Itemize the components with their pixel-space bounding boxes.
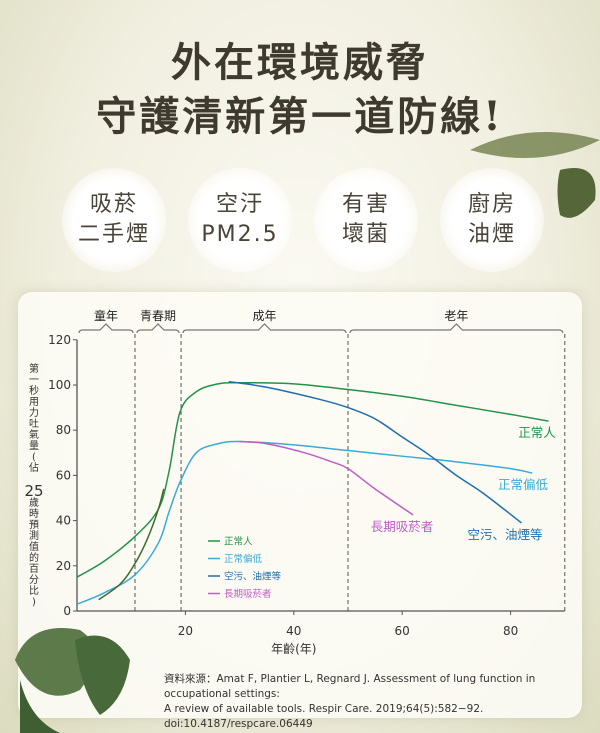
x-axis-label: 年齡(年) — [271, 642, 316, 656]
y-axis-label-char: 預 — [29, 519, 39, 531]
y-axis-label-char: 一 — [29, 375, 39, 386]
y-axis-label-char: 百 — [29, 563, 39, 575]
y-tick-label: 20 — [56, 559, 71, 573]
source-citation: 資料來源：Amat F, Plantier L, Regnard J. Asse… — [164, 672, 600, 732]
stage-label: 童年 — [94, 308, 118, 323]
y-axis-label-char: ) — [32, 597, 36, 608]
stage-label: 老年 — [444, 309, 468, 323]
legend-label: 長期吸菸者 — [224, 588, 272, 600]
leaf-icon — [470, 132, 600, 218]
y-axis-label-char: 秒 — [29, 384, 39, 397]
legend-label: 空污、油煙等 — [224, 571, 282, 583]
y-axis-label-char: 歲 — [29, 496, 39, 509]
title-line-2: 守護清新第一道防線! — [96, 93, 504, 140]
threat-label: 有害 — [341, 192, 390, 217]
series-line — [239, 440, 414, 516]
series-line — [76, 440, 533, 605]
series-line — [228, 380, 522, 524]
x-tick-label: 80 — [503, 624, 518, 638]
threat-pm25: 空汙 PM2.5 — [188, 168, 292, 272]
series-end-label: 空污、油煙等 — [467, 527, 542, 542]
y-axis-label-char: 用 — [29, 397, 39, 408]
y-axis-label-char: 時 — [29, 508, 39, 520]
y-axis-label-char: ( — [32, 452, 36, 463]
y-tick-label: 40 — [56, 514, 71, 528]
y-axis-label-char: 第 — [29, 362, 39, 375]
y-axis-label-char: 值 — [29, 540, 39, 553]
y-axis-label-char: 的 — [29, 551, 39, 564]
y-tick-label: 0 — [63, 604, 71, 618]
threat-label: 壞菌 — [341, 222, 390, 247]
threat-label: 廚房 — [467, 192, 516, 217]
title-line-1: 外在環境威脅 — [171, 39, 429, 86]
x-tick-label: 40 — [286, 624, 301, 638]
threat-label: 二手煙 — [77, 222, 150, 247]
legend-label: 正常偏低 — [224, 553, 263, 565]
y-axis-label-char: 佔 — [29, 461, 39, 474]
stage-label: 成年 — [253, 309, 277, 323]
source-line-2: A review of available tools. Respir Care… — [164, 703, 484, 730]
y-axis-label-char: 吐 — [29, 418, 39, 430]
series-end-label: 長期吸菸者 — [371, 519, 434, 534]
y-axis-label-char: 量 — [29, 440, 39, 452]
x-tick-label: 20 — [178, 624, 193, 638]
threat-label: 油煙 — [467, 222, 516, 247]
stage-bracket — [182, 323, 347, 334]
y-tick-label: 60 — [56, 468, 71, 482]
series-line — [76, 381, 549, 578]
threat-cooking-fumes: 廚房 油煙 — [440, 168, 544, 272]
series-end-label: 正常人 — [518, 425, 556, 440]
y-tick-label: 100 — [48, 378, 71, 392]
threat-label: PM2.5 — [201, 222, 279, 247]
stage-bracket — [136, 323, 180, 334]
series-end-label: 正常偏低 — [498, 477, 549, 492]
y-tick-label: 80 — [56, 423, 71, 437]
y-tick-label: 120 — [48, 333, 71, 347]
stage-bracket — [78, 323, 134, 334]
y-axis-label-char: 測 — [29, 529, 39, 542]
source-line-1: 資料來源：Amat F, Plantier L, Regnard J. Asse… — [164, 673, 536, 700]
stage-bracket — [349, 323, 564, 334]
threat-bacteria: 有害 壞菌 — [314, 168, 418, 272]
legend-label: 正常人 — [224, 536, 253, 548]
stage-label: 青春期 — [140, 309, 176, 323]
threat-label: 空汙 — [215, 192, 264, 217]
y-axis-label-char: 比 — [29, 585, 39, 597]
y-axis-label-char: 氣 — [29, 428, 39, 441]
threat-label: 吸菸 — [89, 192, 138, 217]
series-line — [98, 488, 165, 601]
threat-smoking: 吸菸 二手煙 — [62, 168, 166, 272]
y-axis-label-char: 分 — [29, 574, 39, 586]
y-axis-label-char: 力 — [29, 406, 39, 419]
x-tick-label: 60 — [395, 624, 410, 638]
y-axis-label-part: 25 — [24, 482, 43, 500]
